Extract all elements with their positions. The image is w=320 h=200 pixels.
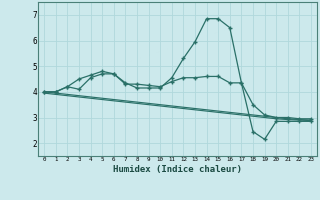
X-axis label: Humidex (Indice chaleur): Humidex (Indice chaleur) (113, 165, 242, 174)
